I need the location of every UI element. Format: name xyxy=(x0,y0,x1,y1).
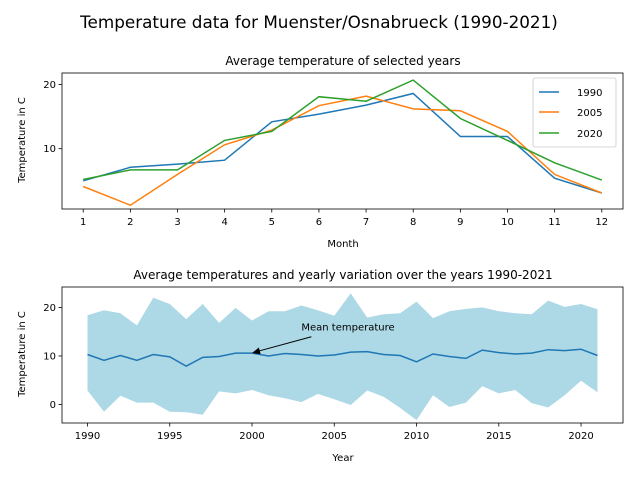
axes-frame xyxy=(61,286,624,424)
x-tick-label: 8 xyxy=(410,217,416,228)
annotation-label: Mean temperature xyxy=(301,323,394,334)
chart-top-title: Average temperature of selected years xyxy=(225,54,460,68)
mean-temperature-line xyxy=(87,348,598,368)
y-tick-label: 20 xyxy=(43,303,56,314)
legend-label-2005: 2005 xyxy=(577,108,602,119)
chart-monthly-temperatures: Average temperature of selected years Mo… xyxy=(17,54,624,250)
chart-top-legend: 1990 2005 2020 xyxy=(532,77,617,148)
x-tick-label: 10 xyxy=(501,217,514,228)
figure-title: Temperature data for Muenster/Osnabrueck… xyxy=(79,12,558,32)
y-tick-label: 10 xyxy=(43,144,56,155)
x-tick-label: 2000 xyxy=(239,431,264,442)
y-tick-label: 10 xyxy=(43,351,56,362)
chart-top-ylabel: Temperature in C xyxy=(17,97,28,184)
chart-yearly-variation: Average temperatures and yearly variatio… xyxy=(17,268,624,464)
x-tick-label: 2005 xyxy=(322,431,347,442)
legend-label-1990: 1990 xyxy=(577,88,602,99)
x-tick-label: 12 xyxy=(595,217,608,228)
chart-bottom-ylabel: Temperature in C xyxy=(17,311,28,398)
annotation-arrow-shaft xyxy=(254,336,312,353)
chart-top-xlabel: Month xyxy=(327,239,358,250)
x-tick-label: 1 xyxy=(80,217,86,228)
series-line-2005 xyxy=(82,95,603,207)
chart-bottom-plot-area: 1990 1995 2000 2005 2010 2015 2020 0 10 20 xyxy=(43,286,624,442)
series-line-1990 xyxy=(82,92,603,194)
chart-bottom-xlabel: Year xyxy=(331,453,354,464)
chart-bottom-title: Average temperatures and yearly variatio… xyxy=(133,268,552,282)
x-tick-label: 11 xyxy=(548,217,561,228)
x-tick-label: 7 xyxy=(363,217,369,228)
variation-band xyxy=(87,293,598,421)
legend-box xyxy=(532,77,617,148)
x-tick-label: 2010 xyxy=(404,431,429,442)
annotation-arrow-head xyxy=(252,347,261,355)
x-tick-label: 2020 xyxy=(568,431,593,442)
x-tick-label: 2015 xyxy=(486,431,511,442)
x-tick-label: 9 xyxy=(457,217,463,228)
axes-frame xyxy=(61,72,624,210)
x-tick-label: 3 xyxy=(174,217,180,228)
x-tick-label: 5 xyxy=(269,217,275,228)
y-tick-label: 0 xyxy=(50,400,56,411)
x-tick-label: 1995 xyxy=(157,431,182,442)
x-tick-label: 4 xyxy=(221,217,227,228)
series-line-2020 xyxy=(83,79,603,181)
x-tick-label: 1990 xyxy=(75,431,100,442)
y-tick-label: 20 xyxy=(43,80,56,91)
x-tick-label: 6 xyxy=(316,217,322,228)
x-tick-label: 2 xyxy=(127,217,133,228)
legend-label-2020: 2020 xyxy=(577,129,602,140)
